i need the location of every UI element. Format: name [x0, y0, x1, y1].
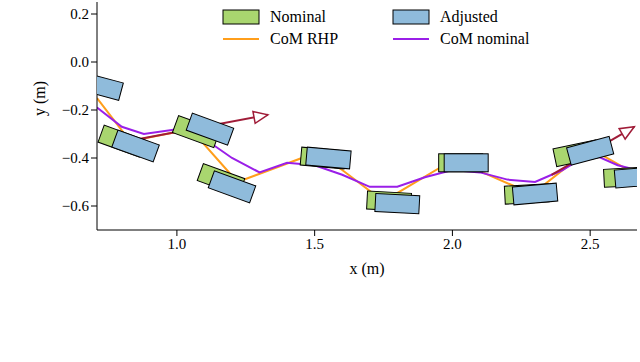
svg-text:−0.2: −0.2: [62, 102, 89, 118]
html-text:CoM nominal: CoM nominal: [440, 30, 530, 47]
svg-text:−0.4: −0.4: [62, 150, 90, 166]
svg-text:2.0: 2.0: [443, 236, 462, 252]
svg-text:1.0: 1.0: [168, 236, 187, 252]
svg-text:y (m): y (m): [31, 81, 49, 116]
svg-text:x (m): x (m): [349, 260, 384, 278]
html-text:CoM RHP: CoM RHP: [270, 30, 338, 47]
svg-text:−0.6: −0.6: [62, 198, 90, 214]
html-text:Adjusted: Adjusted: [440, 8, 498, 25]
svg-text:0.0: 0.0: [70, 54, 89, 70]
svg-text:1.5: 1.5: [305, 236, 324, 252]
svg-text:0.2: 0.2: [70, 6, 89, 22]
svg-text:2.5: 2.5: [581, 236, 600, 252]
html-text:Nominal: Nominal: [270, 8, 326, 25]
